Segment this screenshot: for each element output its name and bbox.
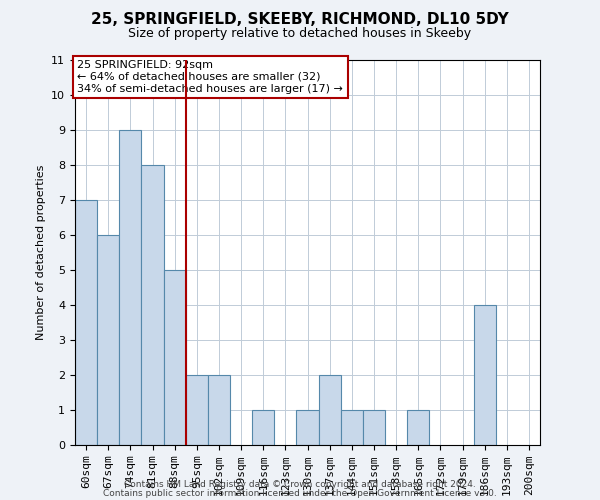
Bar (296, 410, 319, 445)
Text: Size of property relative to detached houses in Skeeby: Size of property relative to detached ho… (128, 28, 472, 40)
Bar (407, 410, 429, 445)
Bar (252, 410, 274, 445)
Text: 25 SPRINGFIELD: 92sqm
← 64% of detached houses are smaller (32)
34% of semi-deta: 25 SPRINGFIELD: 92sqm ← 64% of detached … (77, 60, 343, 94)
Bar (208, 375, 230, 445)
Text: 25, SPRINGFIELD, SKEEBY, RICHMOND, DL10 5DY: 25, SPRINGFIELD, SKEEBY, RICHMOND, DL10 … (91, 12, 509, 28)
Text: Contains HM Land Registry data © Crown copyright and database right 2024.: Contains HM Land Registry data © Crown c… (124, 480, 476, 489)
Bar (164, 270, 186, 445)
Text: Contains public sector information licensed under the Open Government Licence v3: Contains public sector information licen… (103, 488, 497, 498)
Bar (119, 130, 142, 445)
Bar (186, 375, 208, 445)
Bar (75, 200, 97, 445)
Bar (142, 165, 164, 445)
Bar (341, 410, 363, 445)
Bar (473, 305, 496, 445)
Bar (319, 375, 341, 445)
Bar (97, 235, 119, 445)
Bar (363, 410, 385, 445)
Y-axis label: Number of detached properties: Number of detached properties (36, 165, 46, 340)
